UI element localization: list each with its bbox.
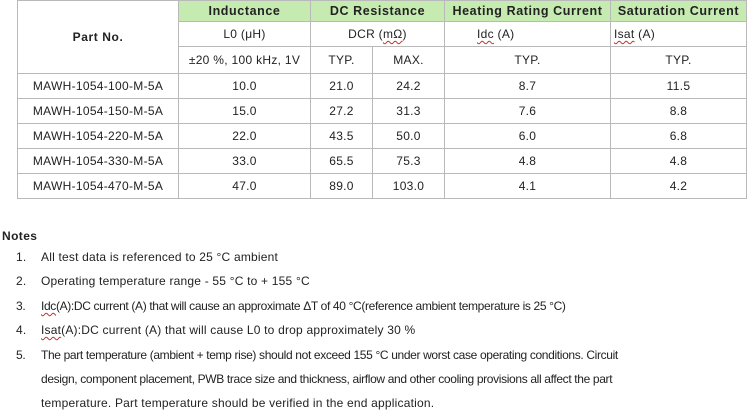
inductance-cell: 47.0: [178, 173, 311, 199]
dcr-max-cell: 24.2: [372, 73, 445, 99]
note-text: Operating temperature range - 55 °C to +…: [41, 274, 310, 288]
heating-rating-current-header: Heating Rating Current: [444, 0, 611, 22]
note-text-body: (A):DC current (A) that will cause an ap…: [55, 299, 566, 313]
note-number: 1.: [16, 250, 27, 264]
idc-sym: Idc: [477, 27, 494, 41]
idc-term: Idc: [41, 299, 56, 313]
saturation-current-header: Saturation Current: [610, 0, 747, 22]
dcr-prefix: DCR (: [348, 27, 383, 41]
table-row: MAWH-1054-220-M-5A 22.0 43.5 50.0 6.0 6.…: [17, 123, 747, 149]
isat-suffix: (A): [634, 27, 656, 41]
part-number-cell: MAWH-1054-100-M-5A: [17, 73, 179, 99]
inductance-cell: 15.0: [178, 98, 311, 124]
dcr-max-header: MAX.: [372, 46, 445, 74]
idc-cell: 7.6: [444, 98, 611, 124]
part-number-cell: MAWH-1054-150-M-5A: [17, 98, 179, 124]
dcr-max-cell: 50.0: [372, 123, 445, 149]
part-no-header: Part No.: [17, 0, 179, 74]
note-text: Idc(A):DC current (A) that will cause an…: [41, 299, 566, 313]
dcr-typ-cell: 27.2: [310, 98, 373, 124]
table-row: MAWH-1054-470-M-5A 47.0 89.0 103.0 4.1 4…: [17, 173, 747, 199]
idc-suffix: (A): [493, 27, 515, 41]
inductance-condition: ±20 %, 100 kHz, 1V: [178, 46, 311, 74]
note-text-line: temperature. Part temperature should be …: [41, 396, 435, 410]
inductance-header: Inductance: [178, 0, 311, 22]
dcr-suffix: ): [402, 27, 407, 41]
idc-symbol: Idc (A): [444, 21, 611, 47]
table-row: MAWH-1054-100-M-5A 10.0 21.0 24.2 8.7 11…: [17, 73, 747, 99]
note-number: 5.: [16, 348, 26, 362]
isat-cell: 4.8: [610, 148, 747, 174]
dcr-symbol: DCR (mΩ): [310, 21, 445, 47]
dcr-typ-cell: 43.5: [310, 123, 373, 149]
inductance-cell: 10.0: [178, 73, 311, 99]
note-text-body: (A):DC current (A) that will cause L0 to…: [61, 323, 416, 337]
note-number: 4.: [16, 323, 27, 337]
isat-term: Isat: [41, 323, 62, 337]
idc-cell: 4.8: [444, 148, 611, 174]
dc-resistance-header: DC Resistance: [310, 0, 445, 22]
isat-typ-header: TYP.: [610, 46, 747, 74]
dcr-typ-cell: 21.0: [310, 73, 373, 99]
part-number-cell: MAWH-1054-220-M-5A: [17, 123, 179, 149]
inductance-symbol: L0 (μH): [178, 21, 311, 47]
isat-cell: 11.5: [610, 73, 747, 99]
isat-cell: 6.8: [610, 123, 747, 149]
isat-sym: Isat: [614, 27, 635, 41]
isat-cell: 4.2: [610, 173, 747, 199]
dcr-max-cell: 31.3: [372, 98, 445, 124]
notes-title: Notes: [2, 229, 38, 243]
idc-cell: 8.7: [444, 73, 611, 99]
note-text-line: design, component placement, PWB trace s…: [41, 372, 613, 386]
dcr-max-cell: 103.0: [372, 173, 445, 199]
dcr-max-cell: 75.3: [372, 148, 445, 174]
dcr-typ-cell: 65.5: [310, 148, 373, 174]
note-number: 2.: [16, 274, 27, 288]
table-row: MAWH-1054-150-M-5A 15.0 27.2 31.3 7.6 8.…: [17, 98, 747, 124]
dcr-unit: mΩ: [382, 27, 403, 41]
inductance-symbol-text: L0 (μH): [223, 27, 266, 41]
part-number-cell: MAWH-1054-330-M-5A: [17, 148, 179, 174]
note-number: 3.: [16, 299, 26, 313]
dcr-typ-header: TYP.: [310, 46, 373, 74]
part-number-cell: MAWH-1054-470-M-5A: [17, 173, 179, 199]
note-text-line: The part temperature (ambient + temp ris…: [41, 348, 618, 362]
idc-cell: 4.1: [444, 173, 611, 199]
specifications-table: Part No. Inductance DC Resistance Heatin…: [17, 0, 747, 199]
dcr-typ-cell: 89.0: [310, 173, 373, 199]
note-text: Isat(A):DC current (A) that will cause L…: [41, 323, 415, 337]
idc-cell: 6.0: [444, 123, 611, 149]
note-text: All test data is referenced to 25 °C amb…: [41, 250, 279, 264]
isat-symbol: Isat (A): [610, 21, 747, 47]
inductance-cell: 22.0: [178, 123, 311, 149]
inductance-cell: 33.0: [178, 148, 311, 174]
idc-typ-header: TYP.: [444, 46, 611, 74]
table-row: MAWH-1054-330-M-5A 33.0 65.5 75.3 4.8 4.…: [17, 148, 747, 174]
isat-cell: 8.8: [610, 98, 747, 124]
